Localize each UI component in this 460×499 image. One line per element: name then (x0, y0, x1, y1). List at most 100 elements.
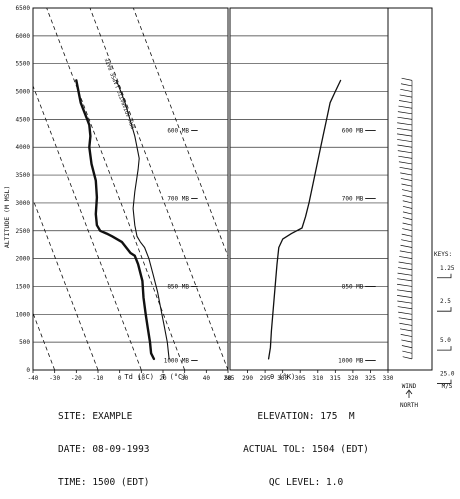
wind-key-barb (437, 346, 452, 351)
wind-barb (396, 133, 413, 137)
wind-barb (402, 200, 413, 204)
wind-barb (400, 83, 413, 87)
wind-barb (400, 88, 413, 92)
wind-barb (402, 222, 413, 226)
wind-key-value: 1.25 (440, 265, 455, 272)
x-tick-label-theta: 310 (312, 375, 323, 382)
x-tick-label-temperature: 40 (203, 375, 211, 382)
wind-barb (398, 261, 413, 265)
dry-adiabatic-annotation: DRY ADIABATIC LAPSE RATE (104, 57, 136, 129)
wind-barb (402, 350, 413, 354)
wind-key-barb (437, 273, 452, 279)
wind-barb (397, 150, 413, 154)
x-tick-label-temperature: -20 (71, 375, 82, 382)
wind-barb (396, 289, 413, 293)
wind-barb (401, 183, 413, 187)
wind-key-heading: KEYS: (434, 251, 452, 258)
pressure-level-label: 1000 MB (338, 358, 364, 365)
wind-barb (397, 278, 413, 282)
x-tick-label-theta: 285 (224, 375, 235, 382)
x-tick-label-theta: 330 (383, 375, 394, 382)
wind-barb (397, 283, 413, 287)
y-tick-label: 6500 (16, 5, 31, 12)
y-tick-label: 3500 (16, 172, 31, 179)
chart-marks (75, 77, 413, 361)
x-tick-label-theta: 325 (365, 375, 376, 382)
y-tick-label: 5000 (16, 89, 31, 96)
wind-units-label: M/S (442, 383, 453, 390)
wind-barb (397, 306, 413, 310)
x-tick-label-theta: 305 (295, 375, 306, 382)
pressure-level-label: 600 MB (342, 128, 364, 135)
wind-barb (400, 172, 413, 176)
wind-barb (401, 339, 413, 343)
wind-barb (397, 295, 413, 298)
wind-barb (401, 77, 413, 81)
wind-barb (402, 217, 413, 220)
x-tick-label-temperature: 30 (181, 375, 189, 382)
elevation-label: ELEVATION: 175 M (257, 411, 355, 422)
x-tick-label-temperature: 50 (224, 375, 232, 382)
wind-barb (400, 334, 413, 337)
wind-barb (401, 345, 413, 349)
dewpoint-line (75, 79, 156, 361)
wind-key-value: 5.0 (440, 337, 451, 344)
time-label: TIME: 1500 (EDT) (58, 477, 150, 488)
wind-barb (397, 267, 413, 271)
wind-key-value: 2.5 (440, 298, 451, 305)
wind-barb (397, 144, 413, 148)
wind-barb (402, 356, 413, 360)
wind-barb (398, 105, 413, 109)
y-tick-label: 6000 (16, 33, 31, 40)
wind-barb (397, 116, 413, 120)
dry-adiabat-line (33, 84, 142, 370)
wind-barb (401, 239, 413, 243)
wind-barb (398, 161, 413, 165)
temperature-panel-frame (32, 7, 229, 371)
temperature-axis-label: T (°C) (161, 373, 186, 381)
wind-key-barb (437, 307, 452, 312)
chart-grid (32, 7, 452, 398)
pressure-level-label: 600 MB (167, 128, 189, 135)
x-tick-label-temperature: -10 (93, 375, 104, 382)
wind-barb (399, 256, 413, 259)
dry-adiabat-line (132, 8, 228, 258)
wind-panel-frame (387, 7, 433, 371)
wind-barb (402, 194, 413, 198)
pressure-level-label: 850 MB (342, 283, 364, 290)
wind-barb (398, 100, 413, 104)
temperature-line (115, 79, 170, 360)
wind-barb (400, 178, 413, 181)
y-tick-label: 2000 (16, 256, 31, 263)
x-tick-label-temperature: 10 (138, 375, 146, 382)
pressure-level-label: 1000 MB (164, 358, 190, 365)
dry-adiabat-line (33, 198, 99, 370)
dry-adiabat-line (89, 8, 228, 370)
north-label: NORTH (400, 402, 418, 409)
pressure-level-label: 700 MB (167, 195, 189, 202)
y-tick-label: 1500 (16, 283, 31, 290)
wind-barb (399, 250, 413, 254)
wind-barb (401, 189, 413, 193)
wind-barb (398, 155, 413, 159)
wind-barb (402, 211, 413, 215)
x-tick-label-theta: 315 (330, 375, 341, 382)
x-tick-label-temperature: -30 (49, 375, 60, 382)
x-tick-label-theta: 295 (260, 375, 271, 382)
site-label: SITE: EXAMPLE (58, 411, 133, 422)
x-tick-label-theta: 300 (277, 375, 288, 382)
y-tick-label: 1000 (16, 311, 31, 318)
x-tick-label-temperature: -40 (28, 375, 39, 382)
dry-adiabats (33, 8, 228, 370)
wind-barb (397, 300, 413, 304)
wind-barb (396, 127, 413, 131)
sounding-chart: 0500100015002000250030003500400045005000… (3, 5, 455, 409)
station-info: ELEVATION: 175 M ACTUAL TOL: 1504 (EDT) … (236, 389, 376, 499)
wind-barb (400, 244, 413, 248)
wind-key-barb (437, 379, 452, 384)
y-tick-label: 4000 (16, 144, 31, 151)
date-label: DATE: 08-09-1993 (58, 444, 150, 455)
y-tick-label: 3000 (16, 200, 31, 207)
wind-barb (402, 205, 413, 209)
y-axis-label: ALTITUDE (M MSL) (3, 186, 11, 249)
